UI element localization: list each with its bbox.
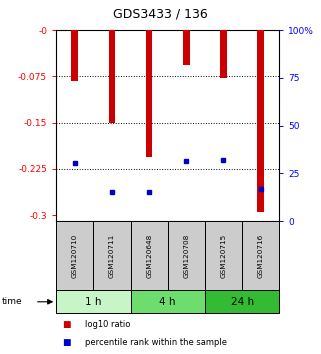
Bar [257,30,264,212]
Text: ■: ■ [63,320,71,329]
Text: percentile rank within the sample: percentile rank within the sample [85,338,227,347]
Text: GSM120716: GSM120716 [258,234,264,278]
Text: 4 h: 4 h [160,297,176,307]
Text: GSM120710: GSM120710 [72,234,78,278]
Text: GSM120708: GSM120708 [183,234,189,278]
Bar [220,30,227,78]
Text: GDS3433 / 136: GDS3433 / 136 [113,7,208,21]
Text: GSM120648: GSM120648 [146,234,152,278]
Text: time: time [2,297,22,306]
Text: GSM120711: GSM120711 [109,234,115,278]
Bar [108,30,115,122]
Bar [71,30,78,81]
Text: ■: ■ [63,338,71,347]
Bar [146,30,152,156]
Text: GSM120715: GSM120715 [221,234,227,278]
Text: 24 h: 24 h [230,297,254,307]
Text: 1 h: 1 h [85,297,102,307]
Text: log10 ratio: log10 ratio [85,320,130,329]
Bar [183,30,190,65]
